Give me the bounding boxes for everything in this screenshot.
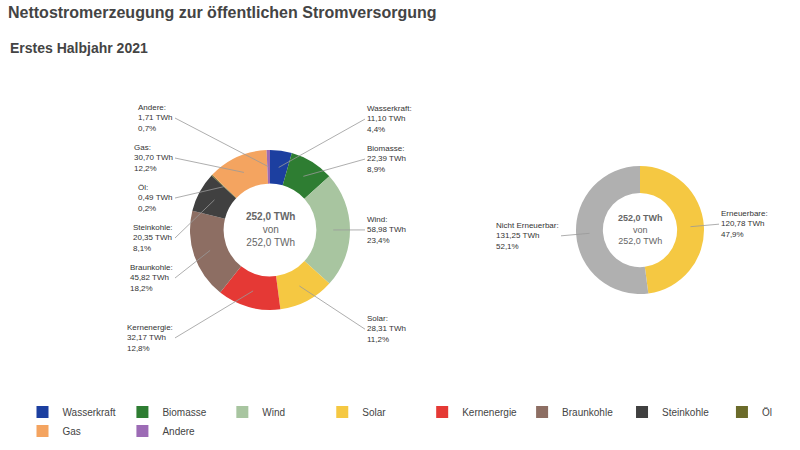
svg-text:Öl: Öl (762, 407, 772, 418)
svg-text:Kernenergie: Kernenergie (462, 407, 517, 418)
svg-text:Biomasse:22,39 TWh8,9%: Biomasse:22,39 TWh8,9% (367, 144, 406, 174)
svg-text:Steinkohle: Steinkohle (662, 407, 709, 418)
svg-text:252,0 TWhvon252,0 TWh: 252,0 TWhvon252,0 TWh (246, 211, 295, 248)
svg-text:Wind: Wind (262, 407, 285, 418)
svg-text:Wasserkraft:11,10 TWh4,4%: Wasserkraft:11,10 TWh4,4% (367, 104, 412, 134)
svg-text:Solar:28,31 TWh11,2%: Solar:28,31 TWh11,2% (367, 314, 406, 344)
svg-text:Erneuerbare:120,78 TWh47,9%: Erneuerbare:120,78 TWh47,9% (721, 209, 768, 239)
svg-text:Steinkohle:20,35 TWh8,1%: Steinkohle:20,35 TWh8,1% (133, 223, 173, 253)
svg-text:Gas:30,70 TWh12,2%: Gas:30,70 TWh12,2% (134, 143, 173, 173)
svg-text:Öl:0,49 TWh0,2%: Öl:0,49 TWh0,2% (138, 183, 173, 213)
svg-text:Erstes Halbjahr 2021: Erstes Halbjahr 2021 (10, 40, 148, 56)
svg-text:Wasserkraft: Wasserkraft (63, 407, 116, 418)
svg-text:Andere:1,71 TWh0,7%: Andere:1,71 TWh0,7% (138, 103, 173, 133)
svg-text:Nettostromerzeugung zur öffent: Nettostromerzeugung zur öffentlichen Str… (8, 4, 436, 21)
svg-text:Braunkohle: Braunkohle (562, 407, 613, 418)
svg-text:252,0 TWhvon252,0 TWh: 252,0 TWhvon252,0 TWh (618, 213, 663, 246)
svg-text:Braunkohle:45,82 TWh18,2%: Braunkohle:45,82 TWh18,2% (130, 263, 173, 293)
svg-text:Biomasse: Biomasse (162, 407, 206, 418)
svg-text:Wind:58,98 TWh23,4%: Wind:58,98 TWh23,4% (367, 215, 406, 245)
svg-text:Gas: Gas (63, 426, 81, 437)
svg-text:Andere: Andere (162, 426, 195, 437)
svg-text:Solar: Solar (362, 407, 386, 418)
svg-text:Nicht Erneuerbar:131,25 TWh52,: Nicht Erneuerbar:131,25 TWh52,1% (496, 221, 559, 251)
svg-text:Kernenergie:32,17 TWh12,8%: Kernenergie:32,17 TWh12,8% (127, 323, 173, 353)
